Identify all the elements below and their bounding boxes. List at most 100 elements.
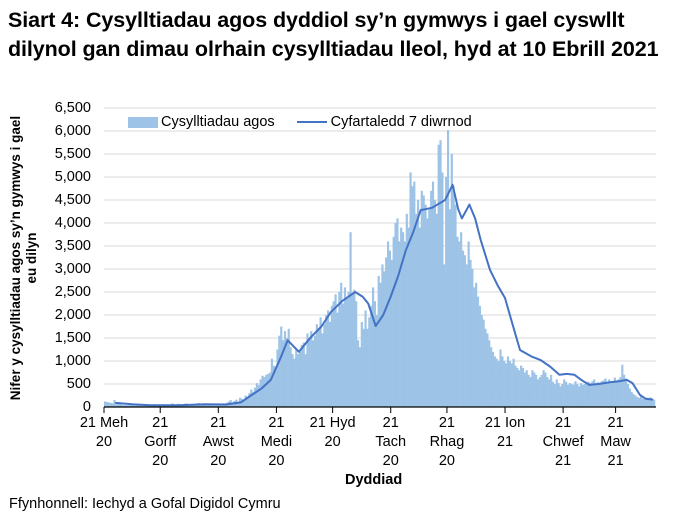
bar — [252, 391, 255, 407]
bar — [579, 383, 583, 407]
bar — [568, 383, 571, 407]
bar — [257, 384, 260, 407]
bar — [128, 404, 131, 407]
x-tick-label: 21 Ion 21 — [484, 415, 526, 450]
bar — [632, 394, 635, 407]
bar — [598, 384, 601, 407]
y-tick-label: 3,000 — [54, 261, 91, 277]
bar — [201, 403, 204, 407]
bar — [280, 326, 283, 407]
bar — [193, 404, 197, 407]
bar — [120, 404, 124, 407]
bar — [587, 381, 590, 407]
bar — [340, 282, 343, 407]
bar — [602, 380, 605, 407]
bar — [341, 303, 345, 407]
bar — [523, 372, 526, 407]
bar — [111, 403, 114, 407]
bar — [405, 213, 408, 407]
bar — [141, 405, 144, 407]
bar — [313, 335, 317, 407]
bar — [265, 374, 268, 407]
bar — [497, 361, 500, 407]
bar — [649, 397, 652, 407]
bar — [132, 405, 135, 407]
bar — [471, 269, 474, 407]
bar — [516, 367, 519, 407]
bar — [553, 384, 556, 407]
bar — [117, 403, 120, 407]
bar — [407, 227, 410, 407]
bar — [445, 177, 448, 407]
bar — [147, 405, 150, 407]
seven-day-average-line — [115, 183, 654, 407]
bar — [647, 398, 650, 407]
y-tick-label: 4,000 — [54, 215, 91, 231]
bar — [385, 257, 388, 407]
bar — [435, 213, 438, 407]
bar — [439, 140, 442, 407]
bar — [576, 384, 579, 407]
y-tick-label: 2,500 — [54, 284, 91, 300]
bar — [334, 294, 337, 407]
bar — [115, 404, 118, 407]
x-tick-label: 21 Hyd 20 — [309, 415, 356, 450]
bar — [609, 383, 613, 407]
bar — [643, 399, 646, 407]
bar — [461, 250, 465, 407]
x-tick-label: 21 Rhag 20 — [429, 415, 465, 469]
bar — [437, 144, 440, 408]
bar — [478, 305, 481, 407]
bar — [617, 379, 620, 407]
bar — [493, 356, 496, 407]
bar — [345, 298, 348, 407]
bar — [476, 296, 480, 407]
y-tick-label: 2,000 — [54, 307, 91, 323]
bar — [581, 384, 585, 407]
bar — [561, 384, 564, 407]
bar — [135, 405, 139, 407]
chart-title: Siart 4: Cysylltiadau agos dyddiol sy’n … — [8, 8, 659, 61]
bar — [297, 354, 300, 407]
bar — [375, 315, 378, 407]
bar — [358, 347, 362, 407]
bar — [137, 404, 140, 407]
bar — [420, 190, 423, 407]
bar — [207, 405, 210, 407]
bar — [203, 404, 206, 407]
legend-label-line: Cyfartaledd 7 diwrnod — [330, 114, 472, 130]
bar — [300, 344, 303, 407]
bar — [388, 250, 392, 407]
bar — [390, 259, 393, 407]
bar — [456, 236, 459, 407]
bar — [338, 292, 341, 407]
bar — [559, 386, 562, 407]
bar — [446, 126, 450, 408]
bar — [319, 317, 322, 407]
bar — [371, 287, 375, 407]
bar — [441, 172, 444, 407]
legend-line-swatch — [296, 121, 327, 123]
bar — [469, 259, 472, 407]
bar — [212, 405, 215, 407]
bar — [484, 328, 487, 407]
bar — [542, 370, 545, 407]
bar — [145, 404, 148, 407]
bar — [431, 181, 435, 407]
bar — [527, 374, 530, 407]
bar — [626, 384, 630, 407]
bar — [353, 289, 356, 407]
bar — [253, 387, 257, 407]
bar — [508, 361, 511, 407]
bar — [220, 404, 223, 407]
bar — [216, 404, 219, 407]
bar — [465, 264, 468, 407]
bar — [133, 405, 137, 407]
bar — [291, 354, 294, 407]
bar — [347, 292, 350, 407]
bar — [355, 301, 358, 407]
bar — [482, 319, 485, 407]
bar — [218, 404, 221, 407]
y-tick-label: 5,000 — [54, 169, 91, 185]
